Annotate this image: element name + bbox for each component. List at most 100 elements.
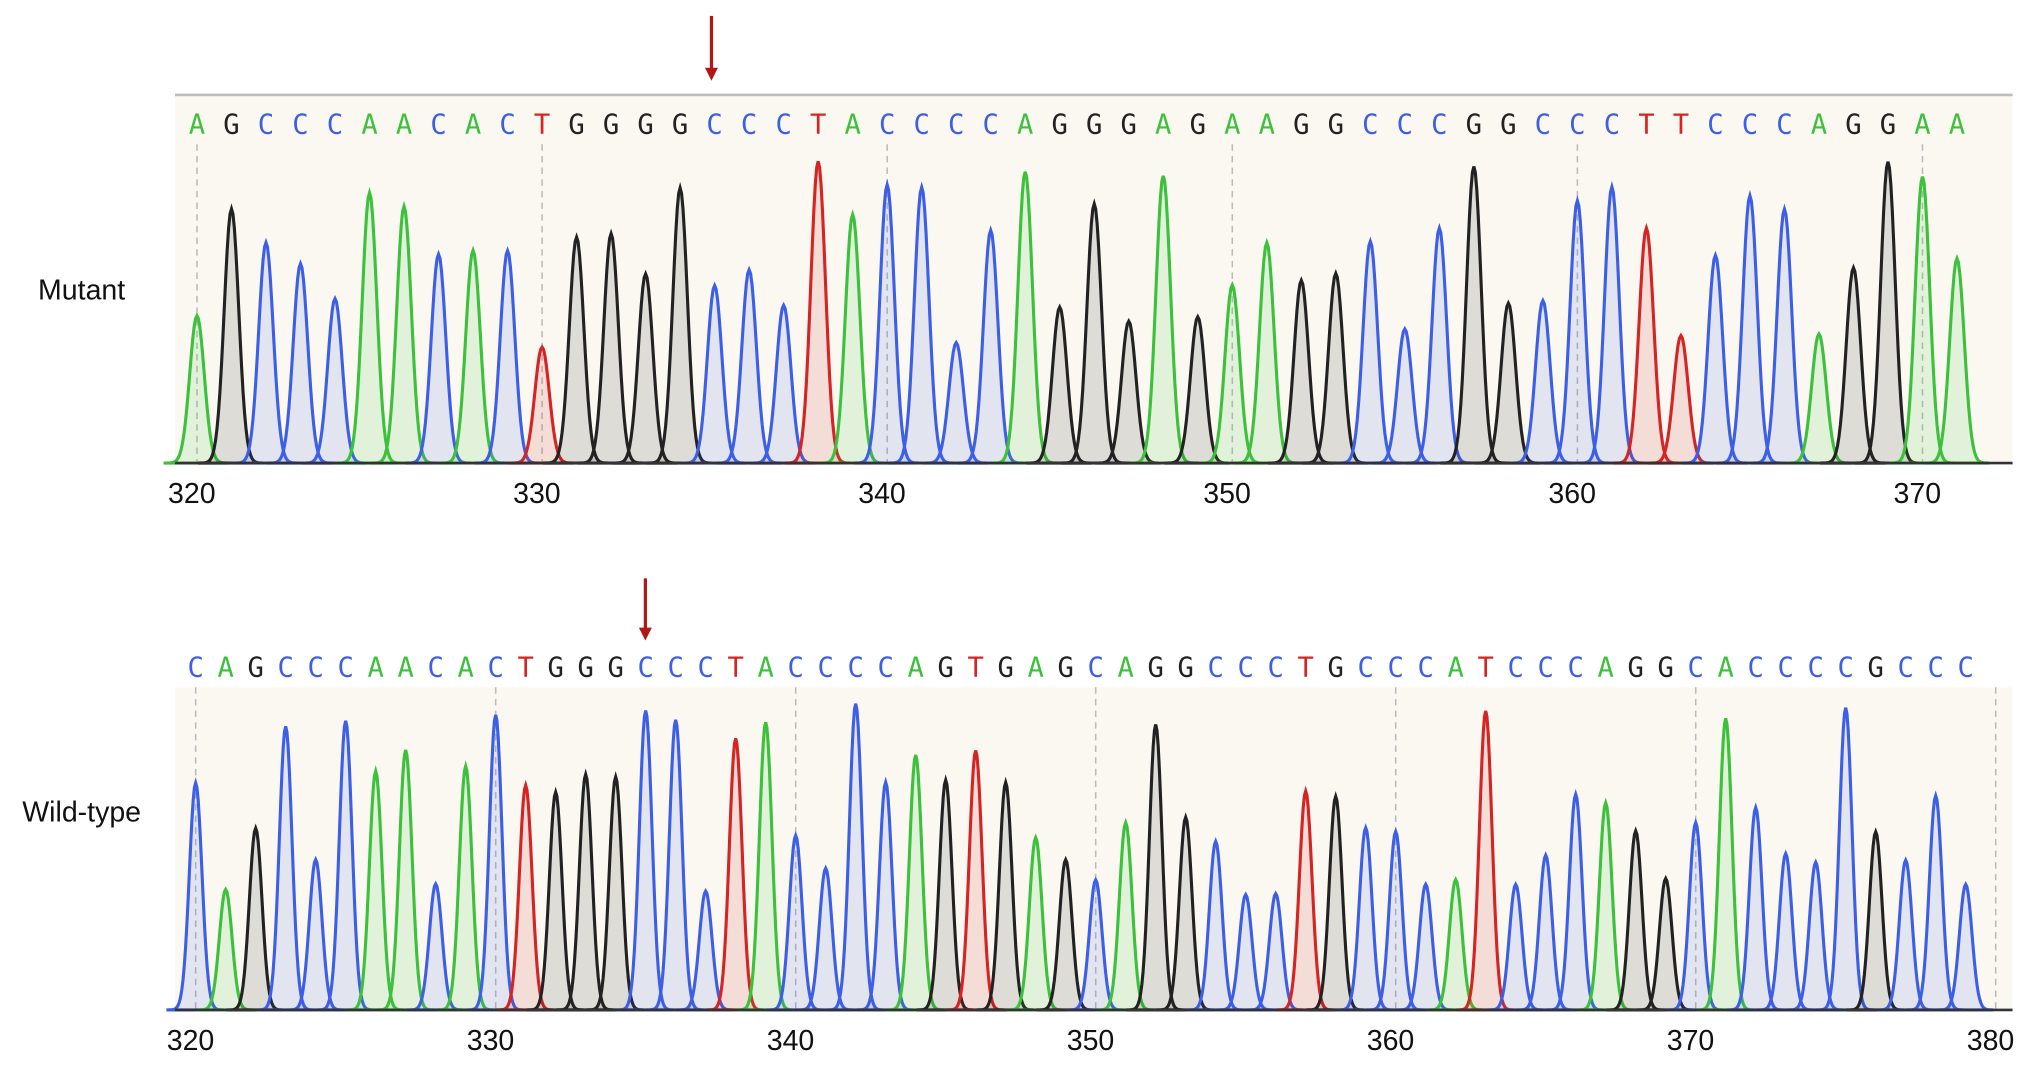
base-call: G: [577, 653, 593, 684]
base-call: G: [1466, 110, 1482, 141]
x-tick-label: 340: [767, 1025, 815, 1057]
peak: [1126, 724, 1184, 1012]
base-call: C: [1688, 653, 1704, 684]
base-call: A: [397, 653, 413, 684]
base-call: C: [741, 110, 757, 141]
base-call: G: [1658, 653, 1674, 684]
base-call: A: [1118, 653, 1134, 684]
peak: [681, 281, 747, 465]
base-call: C: [258, 110, 274, 141]
base-call: C: [706, 110, 722, 141]
peak: [198, 203, 264, 465]
peak: [1440, 166, 1506, 465]
peak: [226, 823, 284, 1012]
base-call: A: [367, 653, 383, 684]
base-call: C: [427, 653, 443, 684]
peak: [1405, 222, 1472, 465]
base-call: C: [1088, 653, 1104, 684]
base-call: A: [1224, 110, 1240, 141]
base-call: C: [277, 653, 293, 684]
base-call: G: [1868, 653, 1884, 684]
base-call: C: [292, 110, 308, 141]
base-call: C: [1238, 653, 1254, 684]
peak: [1186, 837, 1244, 1012]
peak: [853, 178, 920, 465]
base-call: G: [568, 110, 584, 141]
base-call: C: [1604, 110, 1620, 141]
base-call: C: [499, 110, 515, 141]
peak: [1129, 175, 1196, 465]
base-call: G: [1628, 653, 1644, 684]
base-call: A: [1811, 110, 1827, 141]
base-call: A: [457, 653, 473, 684]
peak: [474, 246, 540, 465]
base-call: G: [603, 110, 619, 141]
base-call: T: [534, 110, 550, 141]
peak: [1612, 222, 1679, 465]
peak: [1751, 203, 1817, 465]
base-call: G: [1328, 653, 1344, 684]
base-call: G: [1121, 110, 1137, 141]
trace-group: [166, 703, 1994, 1012]
peak: [370, 200, 436, 465]
base-call: T: [810, 110, 826, 141]
peak: [267, 259, 333, 465]
base-call: A: [361, 110, 377, 141]
peak: [1302, 269, 1368, 465]
base-call: C: [430, 110, 446, 141]
base-call: C: [187, 653, 203, 684]
peak: [1576, 797, 1634, 1012]
base-call: A: [1598, 653, 1614, 684]
peak: [376, 749, 434, 1012]
peak: [1578, 180, 1644, 465]
peak: [946, 750, 1004, 1012]
peak: [1096, 817, 1154, 1012]
peak: [826, 703, 884, 1012]
base-call: C: [1358, 653, 1374, 684]
peak: [616, 710, 674, 1012]
base-call: C: [487, 653, 503, 684]
peak: [957, 225, 1023, 465]
x-tick-label: 360: [1367, 1025, 1415, 1057]
base-call: G: [1500, 110, 1516, 141]
peak: [1233, 237, 1299, 465]
peak: [976, 776, 1034, 1012]
peak: [1060, 198, 1127, 465]
peak: [646, 719, 704, 1012]
base-call: C: [327, 110, 343, 141]
base-call: G: [938, 653, 954, 684]
peak: [736, 721, 794, 1012]
base-call: C: [697, 653, 713, 684]
base-call: C: [337, 653, 353, 684]
base-call: C: [914, 110, 930, 141]
base-call: G: [1052, 110, 1068, 141]
base-call: C: [1707, 110, 1723, 141]
x-tick-label: 350: [1067, 1025, 1115, 1057]
panel-background: [174, 96, 2013, 465]
peak: [1366, 826, 1424, 1012]
peak: [715, 265, 782, 465]
base-call: G: [1086, 110, 1102, 141]
peak: [166, 777, 224, 1012]
base-call: C: [847, 653, 863, 684]
x-tick-label: 370: [1667, 1025, 1715, 1057]
x-tick-label: 370: [1894, 478, 1942, 510]
base-call: G: [1178, 653, 1194, 684]
base-call: A: [1259, 110, 1275, 141]
base-call: C: [1208, 653, 1224, 684]
peak: [346, 765, 404, 1012]
peak: [232, 237, 298, 465]
peak: [886, 754, 944, 1012]
base-call: C: [1397, 110, 1413, 141]
base-call: T: [1478, 653, 1494, 684]
base-call: C: [1898, 653, 1914, 684]
base-call: C: [1418, 653, 1434, 684]
base-call: A: [1718, 653, 1734, 684]
peak: [336, 186, 402, 465]
base-call: A: [1155, 110, 1171, 141]
base-call: A: [189, 110, 205, 141]
base-call: A: [844, 110, 860, 141]
base-call: C: [1362, 110, 1378, 141]
peak: [888, 181, 954, 465]
